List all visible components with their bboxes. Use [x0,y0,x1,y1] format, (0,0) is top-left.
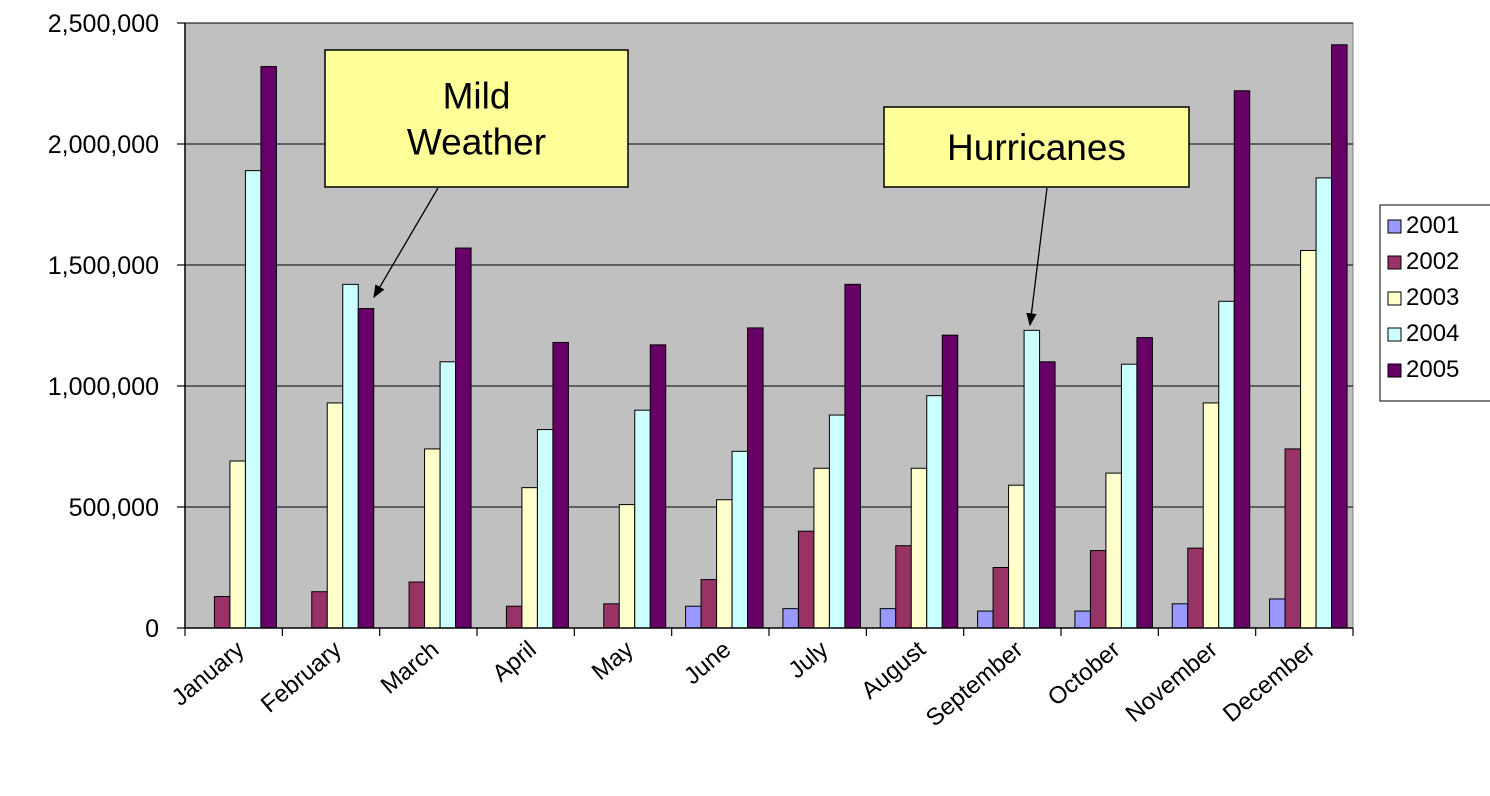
x-tick-label: August [856,636,931,705]
x-tick-label: February [256,636,347,718]
bar-2005-february [357,308,375,629]
callout-text: Weather [407,122,546,163]
bar-2003-april [521,487,538,629]
x-tick-label: November [1121,636,1223,728]
callout-text: Mild [443,76,511,117]
annotations: Mild Weather Hurricanes [324,49,1190,327]
bar-2003-july [813,467,830,629]
x-tick-label: July [783,636,833,684]
bar-2002-december [1284,448,1302,629]
bar-2004-june [731,450,749,629]
x-tick-labels: January February March April May June July Augu… [167,636,1320,732]
y-tick-label: 1,000,000 [48,373,159,401]
bar-2003-august [910,467,928,629]
bar-2004-november [1218,300,1235,629]
bar-2004-september [1023,329,1041,629]
bar-2002-june [700,579,718,629]
bar-2005-october [1136,337,1153,629]
bar-2003-may [618,504,636,629]
bar-2004-january [244,170,262,629]
bar-2004-april [536,429,554,629]
bar-2003-september [1008,484,1025,629]
bar-2004-july [828,414,846,629]
bar-2003-december [1300,249,1317,629]
bar-2003-january [229,460,246,629]
bar-2003-november [1202,402,1220,629]
bar-2004-december [1315,177,1333,629]
bar-2001-september [977,610,994,629]
bar-2002-august [895,545,912,629]
callout-arrow [1026,187,1048,327]
y-tick-label: 2,500,000 [48,10,159,38]
bars [213,44,1348,629]
bar-2004-may [634,409,651,629]
bar-2001-december [1269,598,1286,629]
bar-2003-june [716,499,733,629]
bar-2001-november [1171,603,1189,629]
bar-2005-may [649,344,667,629]
legend-swatch-2005 [1387,363,1402,378]
bar-2002-july [797,530,815,629]
legend-swatch-2001 [1387,219,1402,234]
bar-2001-july [782,608,799,629]
legend-label-2001: 2001 [1406,212,1459,239]
bar-2001-june [685,605,702,629]
bar-2003-march [424,448,441,629]
bar-2002-march [408,581,426,629]
callout-text: Hurricanes [947,127,1126,168]
bar-2004-february [342,283,359,629]
bar-2001-august [879,608,897,629]
bar-2002-january [213,596,231,629]
x-tick-label: September [921,636,1028,732]
x-tick-label: April [487,636,541,688]
bar-2005-august [941,334,959,629]
callout-box [883,106,1190,188]
bar-2004-march [439,361,457,629]
legend-swatch-2002 [1387,255,1402,270]
legend-swatch-2003 [1387,291,1402,306]
bar-2005-november [1233,90,1251,629]
y-tick-labels: 0 500,000 1,000,000 1,500,000 2,000,000 2,500… [48,10,159,643]
y-tick-label: 2,000,000 [48,131,159,159]
bar-2002-may [603,603,620,629]
bar-2003-february [326,402,344,629]
legend-label-2003: 2003 [1406,284,1459,311]
callout-box [324,49,629,188]
bar-2002-october [1089,550,1107,629]
bar-2004-august [926,395,943,629]
x-tick-label: December [1218,636,1320,728]
y-tick-label: 500,000 [69,494,159,522]
bar-2005-december [1331,44,1348,629]
bar-2005-march [455,247,472,629]
x-tick-label: May [587,636,639,686]
bar-2002-september [992,567,1010,629]
legend-swatch-2004 [1387,327,1402,342]
bar-2002-april [505,605,523,629]
bar-2002-february [311,591,328,629]
gridlines [177,22,1354,636]
x-tick-label: March [376,636,444,700]
legend: 2001 2002 2003 2004 2005 [1379,204,1490,402]
legend-label-2005: 2005 [1406,356,1459,383]
y-tick-label: 1,500,000 [48,252,159,280]
bar-2004-october [1120,363,1138,629]
bar-2002-november [1187,547,1204,629]
legend-label-2002: 2002 [1406,248,1459,275]
bar-2005-june [747,327,764,629]
bar-2005-january [260,66,277,629]
bar-2001-october [1074,610,1091,629]
y-tick-label: 0 [145,615,159,643]
x-tick-label: June [679,636,736,690]
callout-arrow [373,187,439,299]
legend-label-2004: 2004 [1406,320,1459,347]
x-tick-label: October [1043,636,1126,712]
bar-2005-april [552,341,569,629]
bar-2005-july [844,283,861,629]
bar-2003-october [1105,472,1122,629]
axes [184,23,1353,629]
x-tick-label: January [167,636,250,712]
bar-2005-september [1039,361,1056,629]
